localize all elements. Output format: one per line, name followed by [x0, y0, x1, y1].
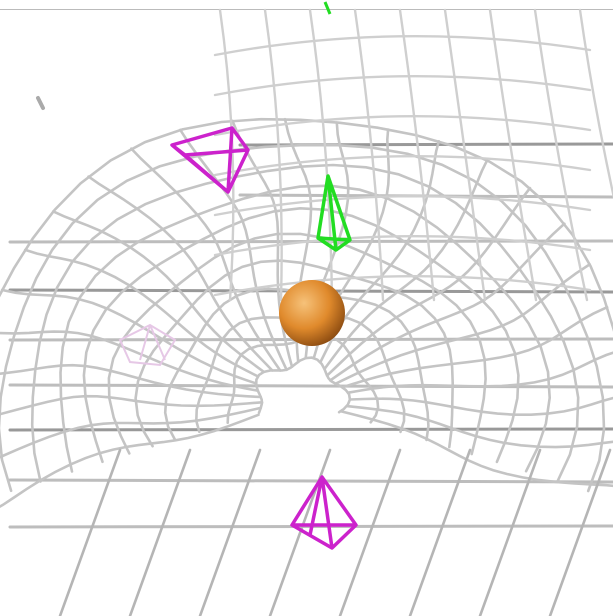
mesh-line: [0, 413, 260, 509]
mesh-line: [213, 194, 592, 217]
mesh-line: [323, 159, 489, 371]
mesh-line: [578, 8, 613, 200]
mesh-line: [213, 234, 592, 257]
mesh-line: [0, 117, 613, 332]
mesh-line: [130, 147, 282, 372]
mesh-line: [328, 222, 566, 382]
mesh-line: [308, 8, 334, 302]
mesh-line: [128, 448, 192, 616]
mesh-line: [334, 263, 591, 385]
mesh-line: [0, 288, 258, 385]
magenta-cone-bottom: [290, 475, 358, 550]
mesh-line: [198, 448, 262, 616]
mesh-line: [325, 186, 532, 377]
mesh-line: [107, 232, 487, 456]
mesh-line: [341, 305, 609, 389]
mesh-line: [348, 396, 613, 416]
mesh-line: [339, 409, 613, 488]
mesh-line: [213, 114, 592, 137]
mesh-line: [338, 448, 402, 616]
mesh-line: [134, 259, 455, 449]
magenta-cone-top: [170, 126, 250, 194]
mesh-line: [346, 351, 613, 394]
mesh-line: [254, 356, 352, 415]
mesh-line: [213, 274, 592, 297]
mesh-line: [23, 248, 260, 378]
mesh-line: [478, 448, 542, 616]
mesh-line: [0, 363, 263, 399]
mesh-line: [213, 34, 592, 57]
mesh-line: [59, 184, 552, 473]
mesh-line: [443, 8, 487, 302]
green-fragment: [323, 1, 332, 15]
mesh-line: [179, 128, 288, 372]
mesh-fragment: [36, 96, 45, 110]
mesh-line: [398, 8, 436, 302]
mesh-line: [263, 8, 283, 302]
mesh-line: [345, 404, 613, 449]
mesh-line: [0, 143, 606, 493]
mesh-line: [213, 74, 592, 97]
mesh-line: [353, 8, 385, 302]
mesh-line: [8, 478, 613, 484]
mesh-line: [533, 8, 589, 302]
mesh-line: [8, 427, 613, 432]
mesh-line: [488, 8, 538, 302]
faint-cone: [118, 323, 177, 367]
mesh-line: [268, 448, 332, 616]
mesh-line: [0, 330, 260, 392]
mesh-line: [548, 448, 612, 616]
mesh-line: [58, 448, 122, 616]
mesh-line: [8, 383, 613, 389]
mesh-line: [213, 154, 592, 177]
green-cone: [316, 174, 352, 252]
atom-sphere: [279, 280, 345, 346]
mesh-line: [52, 210, 266, 374]
mesh-line: [0, 394, 264, 416]
mesh-line: [87, 175, 274, 372]
mesh-line: [0, 406, 262, 459]
mesh-line: [408, 448, 472, 616]
mesh-line: [82, 206, 520, 464]
